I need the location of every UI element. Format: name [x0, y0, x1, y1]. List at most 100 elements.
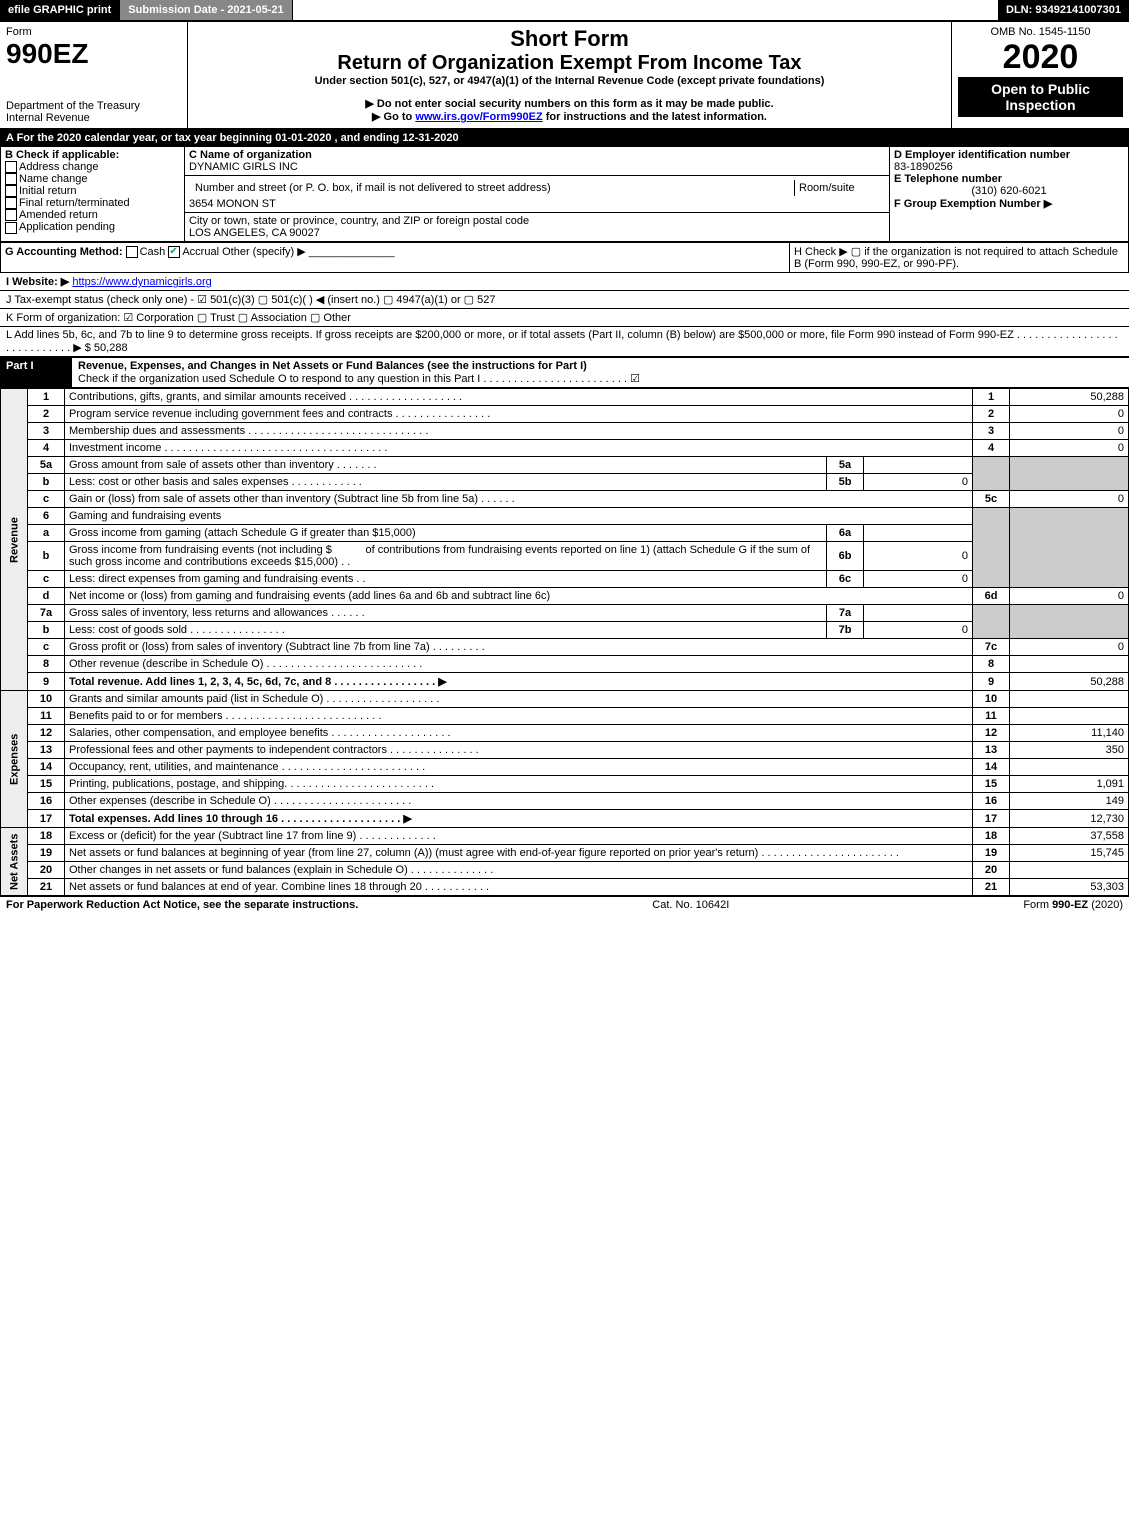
- goto-post: for instructions and the latest informat…: [543, 111, 767, 123]
- chk-address-change[interactable]: [5, 161, 17, 173]
- ln5b-sn: 5b: [827, 474, 864, 491]
- lbl-cash: Cash: [140, 246, 166, 258]
- ln1-val: 50,288: [1010, 389, 1129, 406]
- ln5a-num: 5a: [28, 457, 65, 474]
- chk-application-pending[interactable]: [5, 222, 17, 234]
- ln6d-num: d: [28, 588, 65, 605]
- ln15-rnum: 15: [973, 776, 1010, 793]
- ln6c-sn: 6c: [827, 571, 864, 588]
- lbl-accrual: Accrual: [182, 246, 219, 258]
- ln19-rnum: 19: [973, 845, 1010, 862]
- website-link[interactable]: https://www.dynamicgirls.org: [72, 276, 211, 288]
- chk-initial-return[interactable]: [5, 185, 17, 197]
- ln6d-desc: Net income or (loss) from gaming and fun…: [65, 588, 973, 605]
- ln16-desc: Other expenses (describe in Schedule O) …: [65, 793, 973, 810]
- ln6-shade2: [1010, 508, 1129, 588]
- header-middle: Short Form Return of Organization Exempt…: [188, 22, 952, 128]
- goto-link[interactable]: www.irs.gov/Form990EZ: [415, 111, 542, 123]
- ln5b-sv: 0: [864, 474, 973, 491]
- ln8-rnum: 8: [973, 656, 1010, 673]
- chk-name-change[interactable]: [5, 173, 17, 185]
- ln5a-desc: Gross amount from sale of assets other t…: [65, 457, 827, 474]
- ln5b-num: b: [28, 474, 65, 491]
- ln2-desc: Program service revenue including govern…: [65, 406, 973, 423]
- ln13-desc: Professional fees and other payments to …: [65, 742, 973, 759]
- ln3-rnum: 3: [973, 423, 1010, 440]
- ln11-num: 11: [28, 708, 65, 725]
- ln4-rnum: 4: [973, 440, 1010, 457]
- part-i-title: Revenue, Expenses, and Changes in Net As…: [72, 358, 1129, 387]
- submission-date: Submission Date - 2021-05-21: [120, 0, 292, 20]
- box-b: B Check if applicable: Address change Na…: [1, 147, 185, 242]
- ln11-val: [1010, 708, 1129, 725]
- ln9-rnum: 9: [973, 673, 1010, 691]
- city-label: City or town, state or province, country…: [189, 215, 529, 227]
- line-k: K Form of organization: ☑ Corporation ▢ …: [0, 309, 1129, 327]
- ln6b-sn: 6b: [827, 542, 864, 571]
- form-label: Form: [6, 26, 181, 38]
- ln8-val: [1010, 656, 1129, 673]
- ln2-val: 0: [1010, 406, 1129, 423]
- ln17-desc: Total expenses. Add lines 10 through 16 …: [65, 810, 973, 828]
- room-label: Room/suite: [794, 180, 883, 196]
- topbar: efile GRAPHIC print Submission Date - 20…: [0, 0, 1129, 22]
- ln7c-num: c: [28, 639, 65, 656]
- side-revenue: Revenue: [1, 389, 28, 691]
- ln21-val: 53,303: [1010, 879, 1129, 896]
- ln18-rnum: 18: [973, 828, 1010, 845]
- ln9-desc: Total revenue. Add lines 1, 2, 3, 4, 5c,…: [65, 673, 973, 691]
- chk-final-return[interactable]: [5, 197, 17, 209]
- ln14-val: [1010, 759, 1129, 776]
- ln7a-sn: 7a: [827, 605, 864, 622]
- ln5c-num: c: [28, 491, 65, 508]
- lbl-final-return: Final return/terminated: [19, 197, 130, 209]
- chk-accrual[interactable]: [168, 246, 180, 258]
- ln11-desc: Benefits paid to or for members . . . . …: [65, 708, 973, 725]
- ln5c-rnum: 5c: [973, 491, 1010, 508]
- ln6a-desc: Gross income from gaming (attach Schedul…: [65, 525, 827, 542]
- irs-label: Internal Revenue: [6, 112, 181, 124]
- ln19-num: 19: [28, 845, 65, 862]
- box-e-label: E Telephone number: [894, 173, 1002, 185]
- line-i-label: I Website: ▶: [6, 276, 69, 288]
- row-a-tax-year: A For the 2020 calendar year, or tax yea…: [0, 130, 1129, 146]
- lbl-amended-return: Amended return: [19, 209, 98, 221]
- tax-year: 2020: [958, 38, 1123, 77]
- ln6b-sv: 0: [864, 542, 973, 571]
- ln15-num: 15: [28, 776, 65, 793]
- footer-right: Form 990-EZ (2020): [1023, 899, 1123, 911]
- box-c-street: Number and street (or P. O. box, if mail…: [185, 176, 890, 213]
- box-c-city: City or town, state or province, country…: [185, 213, 890, 242]
- ln9-num: 9: [28, 673, 65, 691]
- ln5a-sv: [864, 457, 973, 474]
- chk-cash[interactable]: [126, 246, 138, 258]
- chk-amended-return[interactable]: [5, 209, 17, 221]
- ln7c-rnum: 7c: [973, 639, 1010, 656]
- org-info-table: B Check if applicable: Address change Na…: [0, 146, 1129, 242]
- efile-print: efile GRAPHIC print: [0, 0, 120, 20]
- short-form-label: Short Form: [194, 26, 945, 52]
- lbl-initial-return: Initial return: [19, 185, 76, 197]
- ln17-val: 12,730: [1010, 810, 1129, 828]
- ln1-num: 1: [28, 389, 65, 406]
- return-title: Return of Organization Exempt From Incom…: [194, 52, 945, 75]
- street-label: Number and street (or P. O. box, if mail…: [191, 180, 792, 196]
- omb-number: OMB No. 1545-1150: [958, 26, 1123, 38]
- ln6b-d1: Gross income from fundraising events (no…: [69, 544, 332, 556]
- ln7ab-shade: [973, 605, 1010, 639]
- part-i-title-text: Revenue, Expenses, and Changes in Net As…: [78, 360, 587, 372]
- ln12-val: 11,140: [1010, 725, 1129, 742]
- ln10-val: [1010, 691, 1129, 708]
- part-i-lines: Revenue 1 Contributions, gifts, grants, …: [0, 388, 1129, 896]
- ln7a-num: 7a: [28, 605, 65, 622]
- ln12-desc: Salaries, other compensation, and employ…: [65, 725, 973, 742]
- ln17-num: 17: [28, 810, 65, 828]
- ln20-desc: Other changes in net assets or fund bala…: [65, 862, 973, 879]
- ln6c-sv: 0: [864, 571, 973, 588]
- line-g: G Accounting Method: Cash Accrual Other …: [1, 243, 790, 273]
- page-footer: For Paperwork Reduction Act Notice, see …: [0, 896, 1129, 913]
- row-gh: G Accounting Method: Cash Accrual Other …: [0, 242, 1129, 273]
- ln6d-rnum: 6d: [973, 588, 1010, 605]
- box-f-label: F Group Exemption Number ▶: [894, 198, 1052, 210]
- part-i-label: Part I: [0, 358, 72, 387]
